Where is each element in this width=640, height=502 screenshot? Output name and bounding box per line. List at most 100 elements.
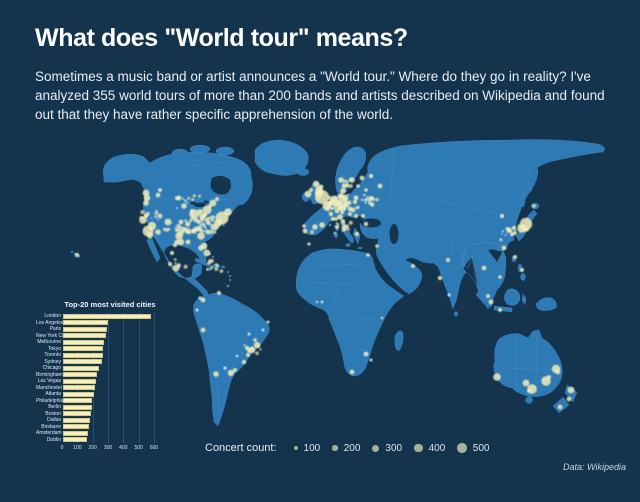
concert-dot: [214, 267, 219, 271]
concert-dot: [175, 207, 178, 210]
concert-count-legend: Concert count: 100 200 300 400 500: [205, 442, 489, 454]
concert-dot: [255, 351, 259, 355]
concert-city-dot: [511, 225, 517, 231]
concert-city-dot: [532, 204, 536, 208]
concert-dot: [341, 227, 343, 229]
concert-city-dot: [143, 194, 151, 202]
concert-city-dot: [302, 224, 306, 228]
concert-city-dot: [190, 209, 194, 213]
bar-label: Dublin: [46, 436, 61, 443]
concert-city-dot: [380, 316, 384, 320]
legend-size-dot: [332, 445, 338, 451]
concert-city-dot: [334, 208, 340, 214]
concert-city-dot: [488, 299, 494, 305]
concert-city-dot: [253, 338, 257, 342]
concert-city-dot: [176, 195, 182, 201]
concert-city-dot: [520, 268, 524, 272]
concert-dot: [174, 261, 177, 264]
bar-label: Birmingham: [36, 371, 63, 378]
concert-city-dot: [143, 200, 149, 206]
concert-city-dot: [139, 216, 147, 224]
bar-label: Paris: [49, 326, 61, 333]
concert-city-dot: [353, 195, 359, 201]
bar: [63, 333, 107, 339]
concert-city-dot: [354, 214, 358, 218]
concert-dot: [348, 220, 353, 225]
concert-dot: [199, 229, 202, 232]
concert-dot: [173, 258, 177, 261]
concert-city-dot: [164, 218, 172, 226]
concert-city-dot: [235, 354, 239, 358]
concert-city-dot: [157, 213, 163, 219]
great-lakes: [190, 201, 196, 205]
concert-dot: [210, 229, 213, 232]
concert-city-dot: [185, 239, 191, 245]
concert-city-dot: [447, 293, 451, 297]
concert-dot: [209, 268, 213, 271]
concert-city-dot: [155, 229, 161, 235]
x-axis-tick: 100: [73, 445, 82, 451]
concert-city-dot: [520, 224, 526, 230]
bar-label: London: [44, 313, 61, 320]
bar-label: Atlanta: [45, 391, 61, 398]
concert-city-dot: [366, 253, 370, 257]
concert-city-dot: [369, 358, 373, 362]
concert-city-dot: [177, 238, 185, 246]
concert-city-dot: [369, 196, 373, 200]
sulawesi: [521, 293, 527, 306]
gridline: [123, 313, 125, 443]
concert-city-dot: [361, 214, 365, 218]
concert-dot: [347, 227, 350, 231]
concert-dot: [371, 202, 374, 205]
bar-label: Melbourne: [37, 339, 61, 346]
concert-city-dot: [178, 219, 184, 225]
bar-label: Amsterdam: [36, 430, 62, 437]
concert-city-dot: [319, 222, 325, 228]
concert-dot: [154, 215, 158, 219]
gridline: [92, 313, 94, 443]
concert-city-dot: [203, 249, 211, 257]
concert-city-dot: [158, 188, 162, 192]
concert-city-dot: [170, 251, 174, 255]
concert-city-dot: [198, 245, 204, 251]
concert-dot: [164, 227, 169, 232]
philippines: [520, 273, 526, 281]
concert-city-dot: [349, 177, 355, 183]
concert-dot: [347, 194, 350, 196]
concert-city-dot: [142, 189, 150, 197]
arctic-island: [215, 146, 235, 156]
concert-dot: [176, 223, 181, 228]
bar-label: Sydney: [44, 358, 61, 365]
concert-dot: [209, 258, 214, 264]
data-credit: Data: Wikipedia: [563, 462, 626, 472]
concert-city-dot: [233, 368, 237, 372]
concert-city-dot: [186, 229, 192, 235]
bar-row: Chicago: [36, 365, 170, 372]
concert-dot: [331, 207, 334, 210]
concert-dot: [333, 205, 338, 210]
bar-row: Brisbane: [36, 424, 170, 431]
bar-row: Paris: [36, 326, 170, 333]
legend-size-dot: [457, 443, 467, 453]
concert-city-dot: [318, 184, 324, 190]
x-axis-tick: 200: [88, 445, 97, 451]
concert-city-dot: [197, 232, 205, 240]
concert-city-dot: [340, 188, 346, 194]
concert-dot: [333, 231, 337, 235]
bar: [63, 346, 104, 352]
concert-dot: [208, 222, 212, 226]
concert-city-dot: [499, 213, 505, 219]
arctic-island: [189, 144, 211, 154]
bar: [63, 339, 105, 345]
concert-dot: [504, 234, 507, 236]
concert-city-dot: [527, 389, 531, 393]
bar: [63, 378, 96, 384]
antilles: [228, 274, 232, 278]
concert-dot: [203, 230, 206, 233]
concert-city-dot: [196, 219, 202, 225]
arctic-island: [171, 148, 189, 158]
concert-city-dot: [341, 183, 347, 189]
concert-city-dot: [227, 369, 235, 377]
concert-city-dot: [342, 225, 348, 231]
legend-size-value: 400: [428, 442, 446, 454]
